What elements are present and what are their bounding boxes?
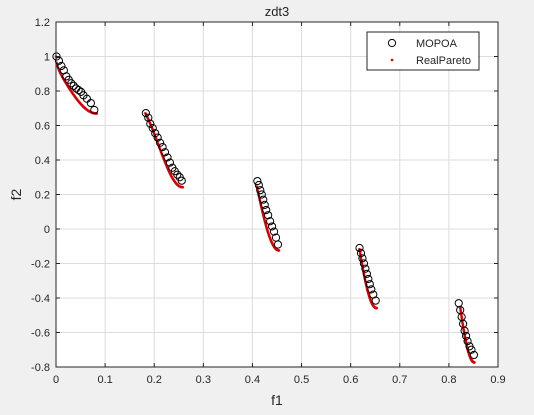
mopoa-point: [469, 350, 479, 360]
mopoa-point: [364, 274, 373, 284]
mopoa-point: [371, 296, 380, 305]
mopoa-point: [260, 200, 269, 209]
realpareto-point: [375, 306, 378, 310]
mopoa-point: [86, 98, 95, 108]
x-tick-label: 0.4: [245, 374, 260, 386]
mopoa-point: [362, 269, 371, 278]
mopoa-point: [74, 86, 83, 95]
y-tick-label: 0.4: [35, 155, 50, 167]
mopoa-point: [254, 180, 263, 190]
mopoa-point: [365, 280, 374, 289]
mopoa-point: [358, 254, 367, 263]
mopoa-point: [253, 176, 262, 186]
mopoa-point: [267, 222, 277, 231]
y-axis-label: f2: [8, 188, 24, 200]
y-tick-label: 0.8: [35, 86, 50, 98]
chart-title: zdt3: [265, 4, 290, 19]
x-tick-label: 0: [53, 374, 59, 386]
mopoa-point: [156, 138, 165, 147]
mopoa-point: [359, 259, 369, 268]
legend-realpareto-label: RealPareto: [416, 55, 471, 67]
x-axis-ticks: 0 0.1 0.2 0.3 0.4 0.5 0.6 0.7 0.8 0.9: [53, 22, 506, 386]
mopoa-point: [144, 113, 153, 122]
x-tick-label: 0.2: [147, 374, 162, 386]
mopoa-point: [153, 133, 162, 142]
mopoa-point: [256, 186, 265, 195]
x-tick-label: 0.8: [441, 374, 456, 386]
mopoa-point: [163, 153, 172, 162]
mopoa-point: [264, 211, 273, 220]
mopoa-point: [467, 345, 476, 354]
legend-mopoa-label: MOPOA: [416, 38, 458, 50]
mopoa-point: [463, 337, 472, 346]
mopoa-point: [177, 176, 186, 185]
legend-realpareto-marker: [390, 58, 394, 62]
mopoa-point: [158, 142, 167, 152]
legend-mopoa-marker: [387, 38, 397, 48]
mopoa-point: [148, 123, 157, 133]
y-axis-ticks: -0.8 -0.6 -0.4 -0.2 0 0.2 0.4 0.6 0.8 1 1.2: [31, 17, 498, 374]
mopoa-point: [262, 205, 271, 215]
y-tick-label: -0.2: [31, 259, 50, 271]
legend-box: [366, 31, 480, 71]
x-tick-label: 0.9: [490, 374, 505, 386]
mopoa-point: [69, 81, 78, 90]
mopoa-point: [361, 264, 370, 273]
x-tick-label: 0.7: [392, 374, 407, 386]
y-tick-label: 0.6: [35, 121, 50, 133]
mopoa-point: [90, 105, 99, 115]
mopoa-point: [367, 285, 376, 294]
mopoa-point: [355, 243, 364, 253]
mopoa-point: [141, 108, 150, 118]
mopoa-point: [54, 56, 64, 65]
mopoa-point: [356, 249, 366, 258]
y-tick-label: 0: [44, 224, 50, 236]
legend: MOPOA RealPareto: [366, 31, 480, 71]
y-tick-label: -0.8: [31, 362, 50, 374]
realpareto-point: [181, 185, 185, 189]
mopoa-point: [57, 61, 66, 71]
mopoa-point: [266, 217, 275, 226]
mopoa-point: [460, 326, 469, 335]
y-tick-label: 1.2: [35, 17, 50, 29]
y-tick-label: -0.6: [31, 328, 50, 340]
mopoa-point: [173, 170, 182, 179]
mopoa-layer: [52, 52, 479, 360]
mopoa-point: [461, 331, 471, 341]
realpareto-point: [277, 249, 281, 252]
mopoa-point: [259, 195, 268, 204]
y-tick-label: 1: [44, 52, 50, 64]
x-tick-label: 0.5: [294, 374, 309, 386]
y-tick-label: 0.2: [35, 190, 50, 202]
x-axis-label: f1: [271, 392, 283, 408]
mopoa-point: [151, 129, 160, 138]
mopoa-point: [165, 158, 175, 167]
x-tick-label: 0.3: [196, 374, 211, 386]
mopoa-point: [273, 240, 283, 249]
mopoa-point: [67, 79, 76, 88]
mopoa-point: [146, 119, 155, 128]
mopoa-point: [160, 148, 170, 157]
y-tick-label: -0.4: [31, 293, 50, 305]
x-tick-label: 0.6: [343, 374, 358, 386]
x-tick-label: 0.1: [97, 374, 112, 386]
realpareto-point: [473, 361, 476, 364]
mopoa-point: [269, 227, 279, 236]
mopoa-point: [257, 190, 266, 199]
